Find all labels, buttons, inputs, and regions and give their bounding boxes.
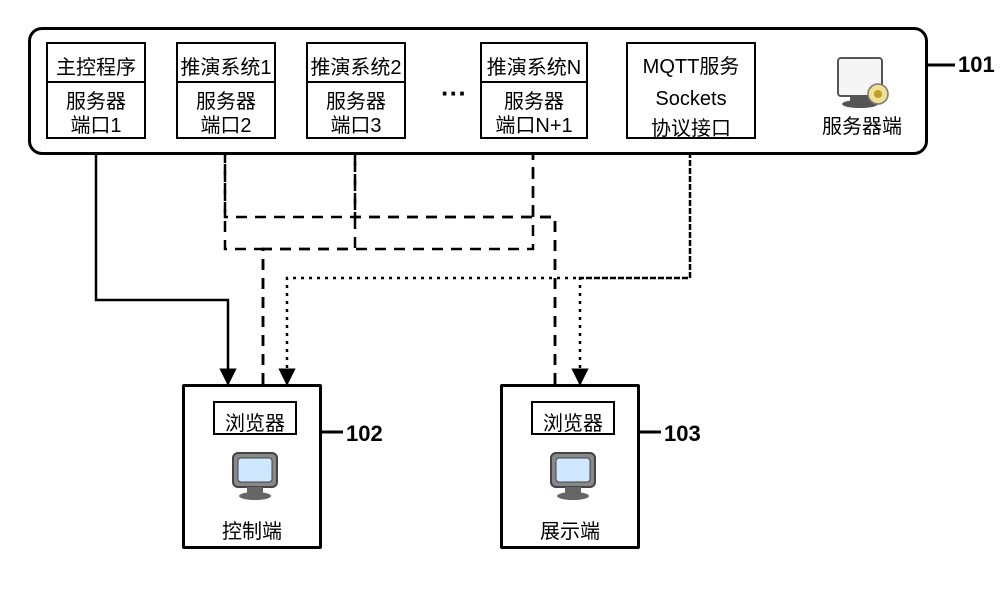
module-top: 推演系统2 [308, 51, 404, 80]
module-2: 推演系统2服务器端口3 [306, 42, 406, 139]
client-103: 浏览器展示端 [500, 384, 640, 549]
client-caption: 展示端 [503, 515, 637, 544]
ref-label-101: 101 [958, 52, 995, 78]
browser-label: 浏览器 [533, 407, 613, 436]
ellipsis: ··· [441, 78, 467, 109]
server-frame [28, 27, 928, 155]
browser-label: 浏览器 [215, 407, 295, 436]
browser-box: 浏览器 [213, 401, 297, 435]
client-caption: 控制端 [185, 515, 319, 544]
mqtt-module: MQTT服务 Sockets 协议接口 [626, 42, 756, 139]
module-bot2: 端口3 [308, 109, 404, 138]
module-bot2: 端口1 [48, 109, 144, 138]
module-3: 推演系统N服务器端口N+1 [480, 42, 588, 139]
browser-box: 浏览器 [531, 401, 615, 435]
module-top: 主控程序 [48, 51, 144, 80]
module-bot2: 端口2 [178, 109, 274, 138]
server-caption: 服务器端 [822, 110, 902, 139]
ref-label-103: 103 [664, 421, 701, 447]
module-0: 主控程序服务器端口1 [46, 42, 146, 139]
client-102: 浏览器控制端 [182, 384, 322, 549]
mqtt-line2: Sockets [628, 88, 754, 111]
module-bot2: 端口N+1 [482, 109, 586, 138]
module-1: 推演系统1服务器端口2 [176, 42, 276, 139]
module-top: 推演系统1 [178, 51, 274, 80]
mqtt-line1: MQTT服务 [628, 50, 754, 79]
mqtt-line3: 协议接口 [628, 112, 754, 141]
module-top: 推演系统N [482, 51, 586, 80]
ref-label-102: 102 [346, 421, 383, 447]
